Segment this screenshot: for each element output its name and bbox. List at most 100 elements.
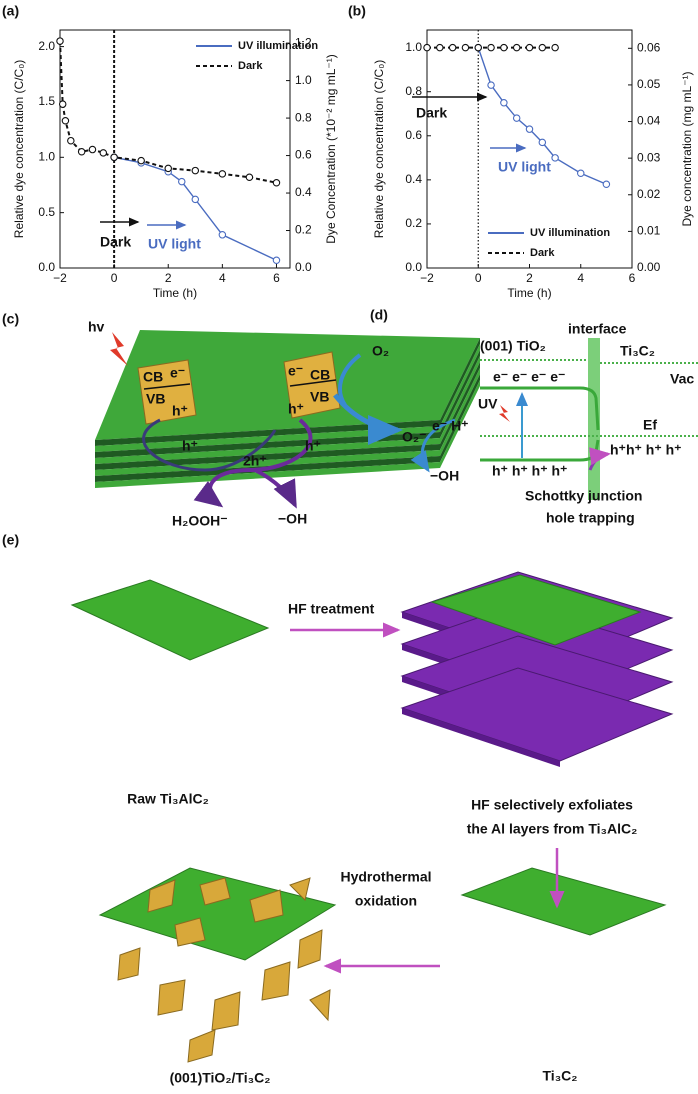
label: UV — [478, 396, 498, 412]
layer — [440, 350, 480, 438]
y2-tick-label: 1.2 — [295, 35, 312, 49]
data-point — [474, 43, 482, 52]
label: CB — [143, 369, 163, 385]
data-point — [77, 148, 86, 156]
data-point — [191, 195, 200, 204]
label: Hydrothermal — [340, 869, 431, 885]
y2-axis-label: Dye Concentration (*10⁻² mg mL⁻¹) — [324, 54, 338, 243]
tio2-flake — [261, 961, 291, 1001]
layer — [95, 432, 440, 458]
data-point — [512, 114, 521, 122]
panel-e: (e) HF treatment Raw Ti₃AlC₂ HF selectiv… — [2, 532, 674, 1086]
legend-label: UV illumination — [238, 40, 318, 52]
al-plate-edge — [402, 708, 560, 767]
plot-frame — [59, 29, 291, 269]
data-point — [538, 43, 547, 52]
data-point — [448, 43, 457, 52]
y2-tick-label: 0.00 — [637, 260, 661, 274]
y2-tick-label: 0.6 — [295, 148, 312, 162]
y2-tick-label: 0.0 — [295, 260, 312, 274]
layer — [95, 450, 440, 476]
label: O₂ — [372, 343, 389, 359]
label: Schottky junction — [525, 488, 642, 504]
al-plate — [400, 667, 674, 762]
label: oxidation — [355, 893, 417, 909]
electron-arrow — [333, 393, 403, 445]
hole-arrow — [142, 418, 277, 472]
annotation: UV light — [498, 159, 551, 175]
block-top — [70, 579, 270, 661]
lightning — [110, 332, 128, 366]
tio2-flake — [187, 1029, 216, 1063]
label: e⁻ e⁻ e⁻ e⁻ — [493, 369, 565, 385]
label: −OH — [430, 468, 459, 484]
y-tick-label: 0.4 — [405, 172, 422, 186]
data-point — [487, 43, 495, 52]
layer — [440, 362, 480, 450]
tio2-flake — [199, 877, 231, 906]
label: HF selectively exfoliates — [471, 797, 633, 813]
label: Raw Ti₃AlC₂ — [127, 791, 209, 807]
band-line — [143, 383, 191, 390]
annotation: Dark — [416, 105, 447, 121]
label: (001)TiO₂/Ti₃C₂ — [170, 1070, 271, 1086]
panel-label: (d) — [370, 307, 388, 323]
label: VB — [310, 389, 329, 405]
y-axis-label: Relative dye concentration (C/C₀) — [372, 60, 386, 238]
y-tick-label: 0.8 — [405, 84, 422, 98]
tio2-flake — [309, 989, 331, 1022]
label: the Al layers from Ti₃AlC₂ — [467, 821, 638, 837]
panel-label: (c) — [2, 311, 19, 327]
label: h⁺ — [288, 401, 304, 417]
label: h⁺ — [172, 403, 188, 419]
block-top — [430, 574, 642, 646]
data-point — [538, 138, 547, 147]
data-point — [218, 231, 227, 239]
x-tick-label: 6 — [629, 271, 636, 285]
y-tick-label: 0.6 — [405, 128, 422, 142]
electron-arrow — [410, 418, 456, 473]
label: hv — [88, 319, 105, 335]
data-point — [272, 179, 281, 187]
data-point — [245, 173, 254, 181]
hole-arrow — [193, 418, 313, 508]
label: Ti₃C₂ — [620, 343, 655, 359]
data-point — [178, 177, 186, 186]
x-tick-label: 0 — [111, 271, 118, 285]
label: H₂OOH⁻ — [172, 513, 228, 529]
lightning — [499, 405, 510, 422]
x-tick-label: 2 — [526, 271, 533, 285]
layer — [440, 380, 480, 468]
label: h⁺ — [182, 438, 198, 454]
y2-axis-label: Dye concentration (mg mL⁻¹) — [680, 71, 694, 226]
layer — [440, 368, 480, 456]
x-tick-label: −2 — [53, 271, 67, 285]
data-point — [551, 43, 559, 52]
data-point — [61, 117, 70, 125]
tio2-flake — [249, 889, 284, 923]
x-tick-label: 2 — [165, 271, 172, 285]
y2-tick-label: 0.05 — [637, 77, 661, 91]
label: Ti₃C₂ — [543, 1068, 578, 1084]
layer — [440, 338, 480, 426]
legend-label: UV illumination — [530, 227, 610, 239]
label: VB — [146, 391, 165, 407]
layer — [440, 374, 480, 462]
y2-tick-label: 0.03 — [637, 150, 661, 164]
cb — [480, 386, 600, 431]
data-point — [500, 98, 508, 107]
x-tick-label: −2 — [420, 271, 434, 285]
panel-c: (c) hv CB e⁻ VB h⁺ e⁻ CB VB h⁺ h⁺ 2h⁺ h⁺… — [2, 311, 480, 529]
data-point — [525, 125, 534, 133]
x-tick-label: 0 — [475, 271, 482, 285]
data-point — [461, 43, 470, 52]
data-point — [487, 81, 495, 89]
x-tick-label: 6 — [273, 271, 280, 285]
y-tick-label: 1.5 — [38, 94, 55, 108]
y-tick-label: 0.2 — [405, 216, 422, 230]
y-tick-label: 1.0 — [405, 40, 422, 54]
label: Ef — [643, 417, 657, 433]
annotation: UV light — [148, 236, 201, 252]
